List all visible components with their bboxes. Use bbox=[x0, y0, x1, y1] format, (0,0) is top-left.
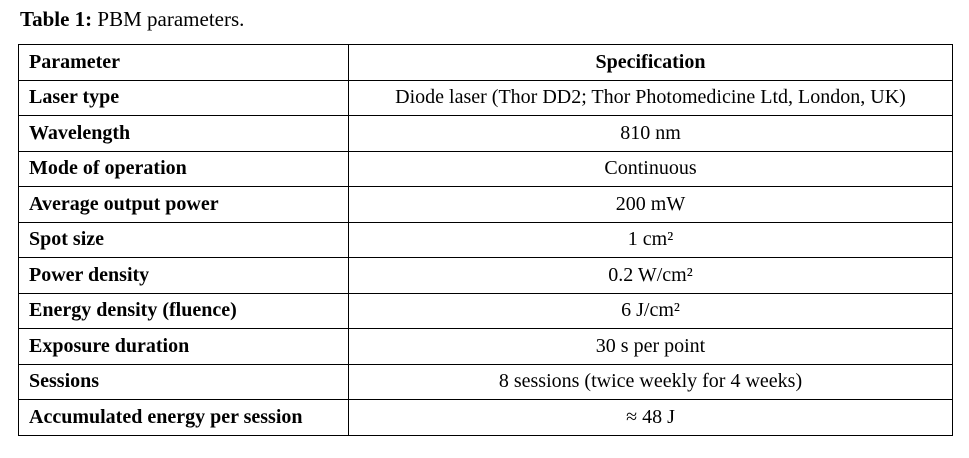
table-caption-text: PBM parameters. bbox=[97, 7, 245, 31]
table-header-row: Parameter Specification bbox=[18, 44, 953, 81]
parameter-cell: Laser type bbox=[18, 79, 349, 116]
header-specification: Specification bbox=[348, 44, 953, 81]
parameter-cell: Spot size bbox=[18, 221, 349, 258]
parameter-cell: Mode of operation bbox=[18, 150, 349, 187]
table-row: Exposure duration 30 s per point bbox=[18, 328, 953, 365]
parameter-cell: Wavelength bbox=[18, 115, 349, 152]
specification-cell: 6 J/cm² bbox=[348, 292, 953, 329]
parameter-cell: Exposure duration bbox=[18, 328, 349, 365]
table-row: Accumulated energy per session ≈ 48 J bbox=[18, 399, 953, 436]
parameter-cell: Accumulated energy per session bbox=[18, 399, 349, 436]
specification-cell: 1 cm² bbox=[348, 221, 953, 258]
pbm-parameters-table: Parameter Specification Laser type Diode… bbox=[18, 44, 953, 436]
table-row: Average output power 200 mW bbox=[18, 186, 953, 223]
table-row: Power density 0.2 W/cm² bbox=[18, 257, 953, 294]
parameter-cell: Average output power bbox=[18, 186, 349, 223]
table-row: Wavelength 810 nm bbox=[18, 115, 953, 152]
specification-cell: 0.2 W/cm² bbox=[348, 257, 953, 294]
parameter-cell: Sessions bbox=[18, 363, 349, 400]
table-row: Mode of operation Continuous bbox=[18, 150, 953, 187]
specification-cell: 810 nm bbox=[348, 115, 953, 152]
table-caption: Table 1: PBM parameters. bbox=[20, 4, 244, 34]
table-row: Laser type Diode laser (Thor DD2; Thor P… bbox=[18, 79, 953, 116]
table-caption-label: Table 1: bbox=[20, 7, 93, 31]
specification-cell: 30 s per point bbox=[348, 328, 953, 365]
table-row: Energy density (fluence) 6 J/cm² bbox=[18, 292, 953, 329]
table-row: Spot size 1 cm² bbox=[18, 221, 953, 258]
table-row: Sessions 8 sessions (twice weekly for 4 … bbox=[18, 363, 953, 400]
specification-cell: Diode laser (Thor DD2; Thor Photomedicin… bbox=[348, 79, 953, 116]
specification-cell: 200 mW bbox=[348, 186, 953, 223]
header-parameter: Parameter bbox=[18, 44, 349, 81]
parameter-cell: Energy density (fluence) bbox=[18, 292, 349, 329]
parameter-cell: Power density bbox=[18, 257, 349, 294]
specification-cell: 8 sessions (twice weekly for 4 weeks) bbox=[348, 363, 953, 400]
specification-cell: ≈ 48 J bbox=[348, 399, 953, 436]
specification-cell: Continuous bbox=[348, 150, 953, 187]
